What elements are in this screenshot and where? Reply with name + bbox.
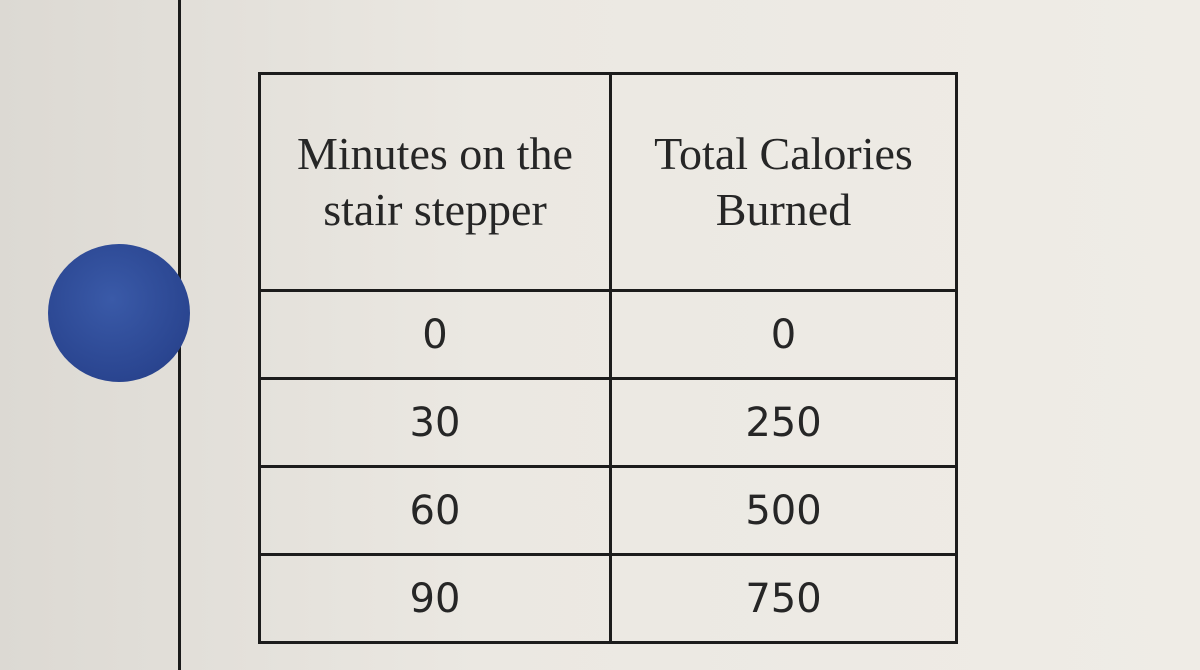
data-table: Minutes on the stair stepper Total Calor… [258, 72, 958, 644]
table-body: 0 0 30 250 60 500 90 750 [258, 289, 958, 644]
header-row: Minutes on the stair stepper Total Calor… [258, 72, 958, 292]
table-cell: 250 [609, 377, 958, 468]
table-cell: 500 [609, 465, 958, 556]
binder-hole [48, 244, 190, 382]
table-cell: 0 [258, 289, 612, 380]
table-cell: 0 [609, 289, 958, 380]
table-cell: 30 [258, 377, 612, 468]
header-cell: Total Calories Burned [609, 72, 958, 292]
header-cell: Minutes on the stair stepper [258, 72, 612, 292]
table-row: 30 250 [258, 377, 958, 468]
table-row: 90 750 [258, 553, 958, 644]
table-row: 60 500 [258, 465, 958, 556]
table-cell: 60 [258, 465, 612, 556]
table-cell: 90 [258, 553, 612, 644]
table-cell: 750 [609, 553, 958, 644]
table-head: Minutes on the stair stepper Total Calor… [258, 72, 958, 292]
